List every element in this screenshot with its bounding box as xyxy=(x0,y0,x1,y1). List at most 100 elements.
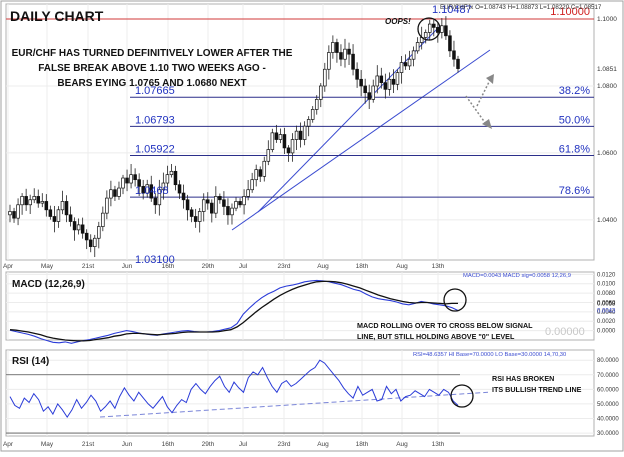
candle-body xyxy=(76,224,81,231)
x-tick-label: 29th xyxy=(202,263,215,270)
candle-body xyxy=(80,224,85,234)
candle-body xyxy=(189,209,194,217)
candle-body xyxy=(161,182,166,191)
rsi-circle xyxy=(450,384,474,408)
resistance-label: 1.10000 xyxy=(550,6,590,18)
candle-body xyxy=(270,132,275,150)
candle-body xyxy=(367,92,371,100)
candle-body xyxy=(165,174,170,184)
fib-price-label: 1.07665 xyxy=(135,85,175,97)
candle-body xyxy=(278,134,283,140)
price-grid: 1.0400 1.0600 1.0800 1.1000 1.0851 xyxy=(6,4,617,260)
candle-body xyxy=(262,160,267,177)
x-tick-label: 21st xyxy=(82,263,94,270)
candle-body xyxy=(137,179,141,187)
candle-body xyxy=(436,27,440,33)
candle-body xyxy=(177,184,182,194)
x-tick-label: Aug xyxy=(317,263,329,270)
rsi-y-tick-label: 60.0000 xyxy=(597,387,619,393)
candle-body xyxy=(222,199,226,207)
candle-body xyxy=(355,68,359,80)
x-tick-label: Aug xyxy=(317,441,329,448)
candle-body xyxy=(444,25,448,37)
candle-body xyxy=(282,134,287,149)
macd-annotation-line-1: MACD ROLLING OVER TO CROSS BELOW SIGNAL xyxy=(357,321,533,330)
x-tick-label: Apr xyxy=(3,263,14,270)
candle-body xyxy=(92,237,97,247)
candle-body xyxy=(52,216,57,222)
candle-body xyxy=(173,170,178,186)
x-tick-label: 16th xyxy=(162,441,175,448)
x-tick-label: 18th xyxy=(356,263,369,270)
candle-body xyxy=(452,50,456,60)
candle-body xyxy=(440,25,444,33)
x-tick-label: 23rd xyxy=(277,441,290,448)
candle-body xyxy=(141,186,145,194)
x-tick-label: Jul xyxy=(239,441,248,448)
macd-y-tick-label: 0.0120 xyxy=(597,272,616,278)
candle-body xyxy=(88,239,93,247)
macd-title: MACD (12,26,9) xyxy=(12,279,85,290)
candle-body xyxy=(302,125,307,140)
candle-body xyxy=(383,82,388,90)
candle-body xyxy=(113,189,117,197)
candle-body xyxy=(8,211,12,216)
macd-y-tick-label: 0.0040 xyxy=(597,310,616,316)
rsi-y-tick-label: 30.0000 xyxy=(597,431,619,437)
candle-body xyxy=(379,75,384,83)
candle-body xyxy=(101,212,105,227)
rsi-y-tick-label: 80.0000 xyxy=(597,358,619,364)
macd-lines xyxy=(9,279,459,344)
chart-title: DAILY CHART xyxy=(10,8,104,24)
candle-body xyxy=(109,189,113,199)
candle-body xyxy=(335,42,339,53)
fib-price-label: 1.0468 xyxy=(135,185,169,197)
x-tick-label: May xyxy=(41,441,54,448)
rsi-y-tick-label: 70.0000 xyxy=(597,373,619,379)
macd-grid: 0.0000 0.0020 0.0040 0.0060 0.0080 0.0100 0.01… xyxy=(6,272,616,340)
high-label: 1.10487 xyxy=(432,4,472,16)
annotation-line-3: BEARS EYING 1.0765 AND 1.0680 NEXT xyxy=(57,78,246,89)
candle-body xyxy=(399,62,404,73)
fib-pct-label: 38.2% xyxy=(559,85,590,97)
candle-body xyxy=(68,214,73,222)
candle-body xyxy=(20,196,24,206)
x-tick-label: 23rd xyxy=(277,263,290,270)
candle-body xyxy=(290,139,295,154)
candle-body xyxy=(403,62,408,67)
candle-body xyxy=(363,85,367,94)
rsi-y-tick-label: 50.0000 xyxy=(597,402,619,408)
candle-body xyxy=(258,169,262,177)
candle-body xyxy=(266,149,271,162)
candle-body xyxy=(16,204,20,219)
projection-up-head xyxy=(486,74,494,84)
candle-body xyxy=(84,232,89,241)
candle-body xyxy=(456,58,460,69)
candle-body xyxy=(339,52,343,60)
macd-value-label: 0.0043 xyxy=(597,308,616,314)
candle-body xyxy=(105,197,109,214)
annotation-line-1: EUR/CHF HAS TURNED DEFINITIVELY LOWER AF… xyxy=(12,48,293,59)
rsi-annotation-line-2: ITS BULLISH TREND LINE xyxy=(492,385,582,394)
candle-body xyxy=(432,23,436,28)
candle-body xyxy=(193,216,198,222)
candle-body xyxy=(48,209,53,217)
oops-callout: OOPS! xyxy=(385,17,411,26)
candle-body xyxy=(407,58,412,67)
candle-body xyxy=(125,177,129,184)
rsi-line xyxy=(9,359,459,419)
candle-body xyxy=(238,201,242,206)
x-tick-label: Aug xyxy=(396,441,408,448)
last-price-label: 1.0851 xyxy=(597,66,617,73)
candle-body xyxy=(36,196,41,204)
x-tick-label: Jun xyxy=(122,263,133,270)
candle-body xyxy=(391,78,396,85)
price-levels xyxy=(6,18,594,198)
candle-body xyxy=(347,48,351,55)
macd-value-label: 0.0058 xyxy=(597,301,616,307)
candle-body xyxy=(234,201,238,209)
low-label: 1.03100 xyxy=(135,254,175,266)
candle-body xyxy=(246,189,250,197)
macd-y-tick-label: 0.0020 xyxy=(597,319,616,325)
